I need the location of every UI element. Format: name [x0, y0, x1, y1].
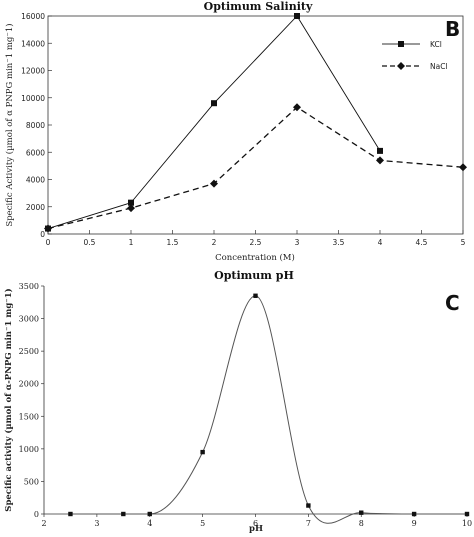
salinity-x-tick-label: 1	[129, 238, 134, 247]
ph-y-axis-label: Specific activity (µmol of α-PNPG min⁻1 …	[3, 288, 14, 511]
ph-x-tick-label: 7	[306, 519, 311, 528]
salinity-y-tick-label: 10000	[21, 94, 45, 103]
ph-x-axis-label: pH	[249, 524, 263, 534]
panel-label-b: B	[445, 17, 460, 41]
salinity-legend: KCl NaCl	[382, 40, 448, 71]
salinity-x-tick-label: 3	[295, 238, 300, 247]
salinity-y-tick-label: 16000	[21, 12, 45, 21]
salinity-y-tick-label: 12000	[21, 67, 45, 76]
point-kcl	[377, 147, 383, 154]
ph-activity-curve	[70, 295, 467, 524]
ph-y-tick-label: 3500	[19, 282, 39, 291]
ph-chart-title: Optimum pH	[214, 269, 294, 282]
ph-point	[359, 510, 364, 515]
point-nacl	[376, 156, 384, 165]
ph-y-tick-label: 1000	[19, 445, 39, 454]
ph-y-tick-label: 2500	[19, 347, 39, 356]
ph-y-tick-label: 500	[24, 477, 39, 486]
ph-x-tick-label: 9	[412, 519, 417, 528]
salinity-x-ticks: 0 0.5 1 1.5 2 2.5 3 3.5 4 4.5 5	[46, 230, 466, 247]
ph-x-tick-label: 3	[94, 519, 99, 528]
salinity-y-tick-label: 14000	[21, 39, 45, 48]
point-kcl	[211, 100, 217, 107]
salinity-x-axis-label: Concentration (M)	[215, 252, 295, 263]
ph-x-tick-label: 2	[41, 519, 46, 528]
ph-x-tick-label: 5	[200, 519, 205, 528]
salinity-y-tick-label: 2000	[26, 203, 45, 212]
salinity-x-tick-label: 5	[461, 238, 466, 247]
ph-point	[464, 511, 470, 517]
salinity-y-ticks: 0 2000 4000 6000 8000 10000 12000 14000 16000	[21, 12, 52, 239]
salinity-x-tick-label: 2	[212, 238, 217, 247]
salinity-y-tick-label: 4000	[26, 176, 45, 185]
salinity-chart: Optimum Salinity 0 0.5 1 1.5 2 2.5 3 3.5 4 4.5 5 0…	[4, 0, 467, 263]
salinity-x-tick-label: 4.5	[416, 238, 428, 247]
ph-y-tick-label: 0	[34, 510, 39, 519]
salinity-x-tick-label: 3.5	[333, 238, 345, 247]
salinity-y-axis-label: Specific Activity (µmol of α PNPG min⁻1 …	[4, 23, 15, 226]
salinity-x-tick-label: 0.5	[84, 238, 96, 247]
legend-kcl-marker	[398, 41, 404, 47]
salinity-series	[44, 13, 467, 233]
series-nacl-line	[47, 106, 464, 230]
ph-x-tick-label: 4	[147, 519, 152, 528]
point-nacl	[459, 163, 467, 172]
point-nacl	[44, 224, 52, 233]
salinity-x-tick-label: 1.5	[167, 238, 179, 247]
point-kcl	[128, 199, 134, 206]
salinity-y-tick-label: 8000	[26, 121, 45, 130]
ph-point	[411, 511, 417, 517]
salinity-x-tick-label: 0	[46, 238, 51, 247]
ph-x-tick-label: 8	[359, 519, 364, 528]
legend-kcl-label: KCl	[430, 40, 442, 49]
point-nacl	[293, 103, 301, 112]
legend-nacl-label: NaCl	[430, 62, 448, 71]
ph-y-tick-label: 2000	[19, 380, 39, 389]
point-nacl	[127, 204, 135, 213]
ph-point	[200, 449, 205, 455]
legend-nacl-marker	[397, 62, 405, 70]
salinity-chart-title: Optimum Salinity	[204, 0, 313, 13]
panel-label-c: C	[445, 291, 460, 315]
ph-series	[68, 293, 470, 524]
ph-point	[306, 503, 311, 508]
ph-y-tick-label: 3000	[19, 315, 39, 324]
point-nacl	[210, 179, 218, 188]
salinity-x-tick-label: 2.5	[250, 238, 262, 247]
series-kcl-line	[47, 15, 381, 229]
ph-x-tick-label: 10	[462, 519, 472, 528]
ph-point	[68, 511, 73, 517]
ph-y-tick-label: 1500	[19, 412, 39, 421]
ph-point	[253, 293, 258, 298]
salinity-y-tick-label: 6000	[26, 148, 45, 157]
ph-chart: Optimum pH 2 3 4 5 6 7 8 9 10 0 500 1000 1500 2000 25…	[3, 269, 472, 534]
ph-point	[121, 511, 126, 517]
ph-y-ticks: 0 500 1000 1500 2000 2500 3000 3500	[19, 282, 44, 519]
point-kcl	[294, 13, 300, 19]
ph-point	[147, 511, 152, 517]
salinity-y-tick-label: 0	[40, 230, 45, 239]
ph-x-tick-label: 6	[253, 519, 258, 528]
salinity-x-tick-label: 4	[378, 238, 383, 247]
salinity-plot-frame	[47, 15, 464, 235]
